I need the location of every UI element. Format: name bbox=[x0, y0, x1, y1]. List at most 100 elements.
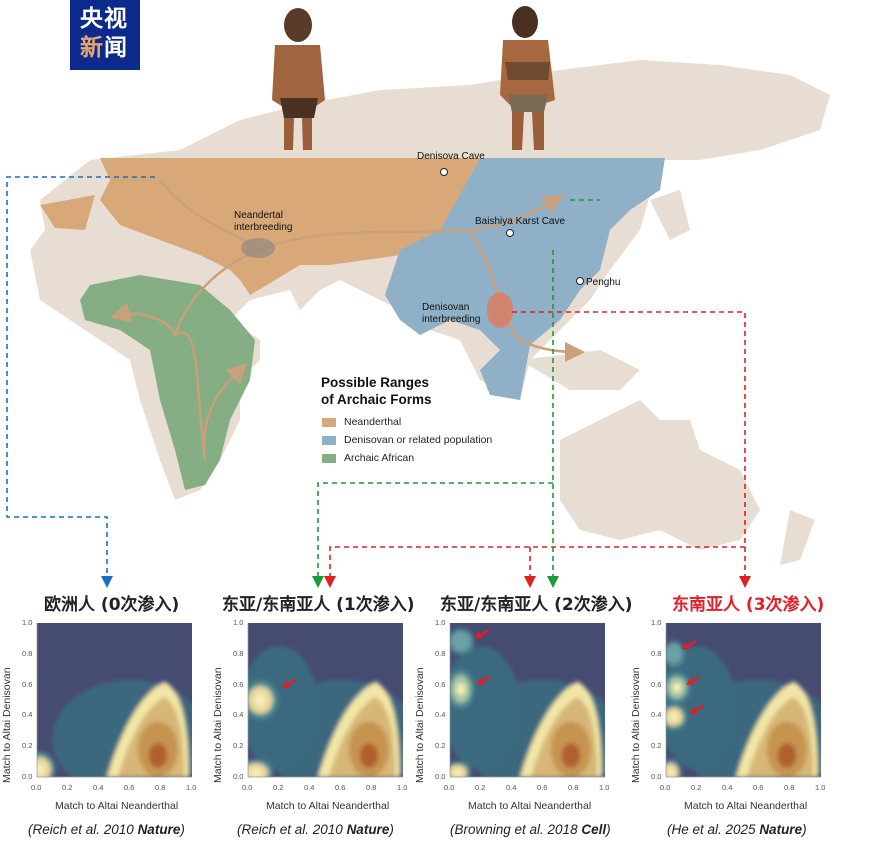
citation-text: (Reich et al. 2010 bbox=[28, 822, 138, 837]
y-tick-label: 0.0 bbox=[651, 772, 662, 781]
denisovan-figure bbox=[500, 6, 555, 150]
x-tick-label: 0.6 bbox=[537, 783, 548, 792]
legend-label: Denisovan or related population bbox=[344, 434, 493, 446]
denisovan-range bbox=[385, 158, 665, 400]
archaic-african-range bbox=[80, 275, 255, 490]
y-tick-label: 0.8 bbox=[22, 648, 33, 658]
x-tick-label: 0.2 bbox=[475, 783, 486, 792]
citation-text: (He et al. 2025 bbox=[667, 822, 760, 837]
penghu-marker bbox=[576, 277, 584, 285]
panel-title: 欧洲人 (0次渗入) bbox=[44, 595, 180, 615]
x-tick-label: 0.2 bbox=[691, 783, 702, 792]
x-axis-label: Match to Altai Neanderthal bbox=[55, 800, 179, 812]
citation-text: ) bbox=[389, 822, 394, 837]
legend-item-neanderthal: Neanderthal bbox=[322, 416, 401, 428]
panel-citation: (Browning et al. 2018 Cell) bbox=[450, 822, 611, 837]
x-tick-label: 0.4 bbox=[722, 783, 733, 792]
panel-title: 东亚/东南亚人 (2次渗入) bbox=[440, 595, 633, 615]
y-tick-label: 0.2 bbox=[22, 741, 33, 751]
x-tick-label: 0.0 bbox=[660, 783, 671, 792]
y-tick-label: 1.0 bbox=[22, 618, 33, 627]
x-tick-label: 0.0 bbox=[31, 783, 42, 792]
legend-swatch bbox=[322, 417, 336, 427]
y-tick-label: 0.6 bbox=[435, 679, 446, 689]
denisovan-interbreeding-zone bbox=[487, 292, 513, 328]
baishiya-cave-marker bbox=[506, 229, 514, 237]
red-arrowhead bbox=[681, 642, 690, 650]
y-tick-label: 0.8 bbox=[435, 648, 446, 658]
x-tick-label: 0.2 bbox=[273, 783, 284, 792]
density-plot bbox=[450, 623, 605, 777]
y-tick-label: 0.4 bbox=[233, 710, 244, 720]
legend-swatch bbox=[322, 435, 336, 445]
density-plot bbox=[37, 623, 192, 777]
x-tick-label: 1.0 bbox=[397, 783, 408, 792]
x-axis-label: Match to Altai Neanderthal bbox=[266, 800, 390, 812]
y-tick-label: 0.0 bbox=[233, 772, 244, 781]
x-tick-label: 1.0 bbox=[599, 783, 610, 792]
x-tick-label: 0.8 bbox=[784, 783, 795, 792]
legend-title-line: of Archaic Forms bbox=[321, 392, 432, 407]
y-tick-label: 0.2 bbox=[651, 741, 662, 751]
y-tick-label: 1.0 bbox=[233, 618, 244, 627]
x-tick-label: 0.0 bbox=[242, 783, 253, 792]
y-tick-label: 0.6 bbox=[22, 679, 33, 689]
x-tick-label: 1.0 bbox=[186, 783, 197, 792]
red-arrowhead bbox=[474, 631, 483, 639]
neandertal-interbreeding-zone bbox=[241, 238, 275, 258]
neanderthal-range bbox=[40, 158, 480, 295]
x-tick-label: 0.6 bbox=[335, 783, 346, 792]
y-axis-label: Match to Altai Denisovan bbox=[630, 667, 642, 783]
citation-text: ) bbox=[606, 822, 611, 837]
y-tick-label: 1.0 bbox=[651, 618, 662, 627]
citation-journal: Nature bbox=[346, 822, 390, 837]
citation-text: ) bbox=[180, 822, 185, 837]
y-axis-label: Match to Altai Denisovan bbox=[212, 667, 224, 783]
y-tick-label: 0.0 bbox=[435, 772, 446, 781]
y-tick-label: 0.2 bbox=[435, 741, 446, 751]
legend-title-line: Possible Ranges bbox=[321, 375, 430, 390]
x-axis-label: Match to Altai Neanderthal bbox=[684, 800, 808, 812]
red-arrowhead bbox=[686, 677, 695, 685]
cctv-news-logo: 央视 新闻 bbox=[70, 0, 140, 70]
y-tick-label: 0.4 bbox=[651, 710, 662, 720]
y-tick-label: 0.4 bbox=[435, 710, 446, 720]
y-axis-label: Match to Altai Denisovan bbox=[1, 667, 13, 783]
citation-text: ) bbox=[802, 822, 807, 837]
x-tick-label: 0.4 bbox=[93, 783, 104, 792]
citation-journal: Nature bbox=[137, 822, 181, 837]
panel-citation: (He et al. 2025 Nature) bbox=[667, 822, 807, 837]
y-tick-label: 1.0 bbox=[435, 618, 446, 627]
x-tick-label: 1.0 bbox=[815, 783, 826, 792]
x-tick-label: 0.8 bbox=[155, 783, 166, 792]
logo-line-1: 央视 bbox=[80, 6, 128, 32]
europe-connector bbox=[6, 176, 155, 578]
legend-item-denisovan: Denisovan or related population bbox=[322, 434, 492, 446]
y-tick-label: 0.6 bbox=[233, 679, 244, 689]
citation-journal: Nature bbox=[759, 822, 803, 837]
y-tick-label: 0.8 bbox=[651, 648, 662, 658]
x-tick-label: 0.6 bbox=[124, 783, 135, 792]
y-tick-label: 0.2 bbox=[233, 741, 244, 751]
y-tick-label: 0.0 bbox=[22, 772, 33, 781]
neandertal-interbreeding-label: Neandertal interbreeding bbox=[234, 210, 293, 233]
panel-title: 东南亚人 (3次渗入) bbox=[672, 595, 825, 615]
density-plot bbox=[248, 623, 403, 777]
legend-label: Neanderthal bbox=[344, 416, 402, 428]
denisova-cave-marker bbox=[440, 168, 448, 176]
y-tick-label: 0.4 bbox=[22, 710, 33, 720]
x-axis-label: Match to Altai Neanderthal bbox=[468, 800, 592, 812]
x-tick-label: 0.8 bbox=[366, 783, 377, 792]
x-tick-label: 0.4 bbox=[304, 783, 315, 792]
site-label-denisova-cave: Denisova Cave bbox=[417, 151, 485, 162]
x-tick-label: 0.6 bbox=[753, 783, 764, 792]
y-tick-label: 0.8 bbox=[233, 648, 244, 658]
citation-journal: Cell bbox=[581, 822, 607, 837]
legend-item-archaic-african: Archaic African bbox=[322, 452, 414, 464]
y-tick-label: 0.6 bbox=[651, 679, 662, 689]
legend-title: Possible Ranges of Archaic Forms bbox=[321, 374, 432, 408]
x-tick-label: 0.4 bbox=[506, 783, 517, 792]
x-tick-label: 0.2 bbox=[62, 783, 73, 792]
